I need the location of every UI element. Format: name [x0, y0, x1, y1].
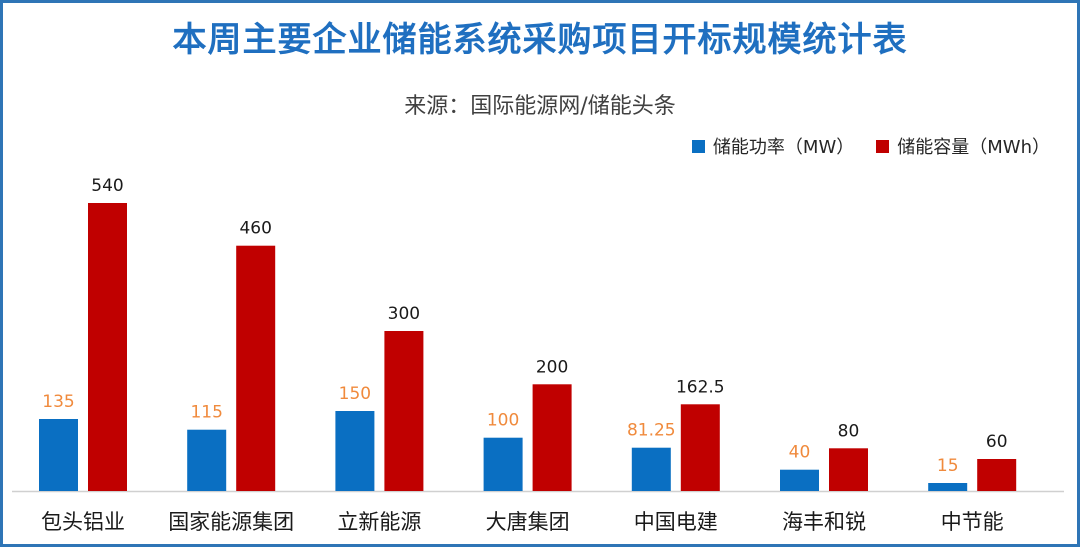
x-tick-label-6: 中节能 — [941, 510, 1004, 534]
capacity-value-label-4: 162.5 — [676, 377, 725, 397]
capacity-bar-0 — [88, 203, 127, 491]
capacity-value-label-0: 540 — [91, 176, 123, 196]
capacity-bar-4 — [680, 404, 720, 491]
capacity-bar-2 — [384, 331, 424, 491]
capacity-bar-1 — [236, 245, 276, 491]
x-tick-label-0: 包头铝业 — [41, 510, 125, 534]
capacity-value-label-5: 80 — [838, 421, 860, 441]
capacity-bar-3 — [532, 384, 572, 491]
power-bar-4 — [631, 447, 671, 491]
legend-item-capacity: 储能容量（MWh） — [876, 133, 1050, 159]
x-tick-label-1: 国家能源集团 — [168, 510, 294, 534]
power-value-label-2: 150 — [339, 384, 371, 404]
power-value-label-3: 100 — [487, 411, 519, 431]
power-bar-5 — [780, 469, 819, 491]
power-bar-2 — [335, 411, 375, 491]
x-tick-label-5: 海丰和锐 — [782, 510, 866, 534]
capacity-value-label-2: 300 — [388, 304, 420, 324]
capacity-bar-6 — [977, 459, 1017, 491]
legend-item-power: 储能功率（MW） — [691, 133, 855, 159]
power-value-label-6: 15 — [937, 456, 959, 476]
power-value-label-0: 135 — [42, 392, 74, 412]
legend-swatch-capacity — [876, 139, 890, 153]
power-bar-3 — [483, 437, 523, 491]
chart-source: 来源：国际能源网/储能头条 — [404, 94, 676, 119]
legend-label-capacity: 储能容量（MWh） — [897, 137, 1050, 158]
x-tick-label-4: 中国电建 — [634, 510, 718, 534]
x-tick-label-2: 立新能源 — [337, 510, 421, 534]
chart-title: 本周主要企业储能系统采购项目开标规模统计表 — [172, 20, 908, 60]
power-bar-0 — [39, 419, 78, 491]
capacity-value-label-3: 200 — [536, 357, 568, 377]
power-value-label-4: 81.25 — [627, 421, 676, 441]
power-value-label-5: 40 — [789, 443, 811, 463]
capacity-value-label-1: 460 — [239, 219, 271, 239]
capacity-bar-5 — [829, 448, 868, 491]
legend-swatch-power — [691, 139, 705, 153]
power-value-label-1: 115 — [190, 403, 222, 423]
capacity-value-label-6: 60 — [986, 432, 1008, 452]
x-tick-label-3: 大唐集团 — [486, 510, 570, 534]
legend-label-power: 储能功率（MW） — [712, 137, 855, 158]
power-bar-6 — [928, 483, 968, 491]
power-bar-1 — [187, 429, 227, 491]
chart-legend: 储能功率（MW） 储能容量（MWh） — [691, 133, 1050, 159]
